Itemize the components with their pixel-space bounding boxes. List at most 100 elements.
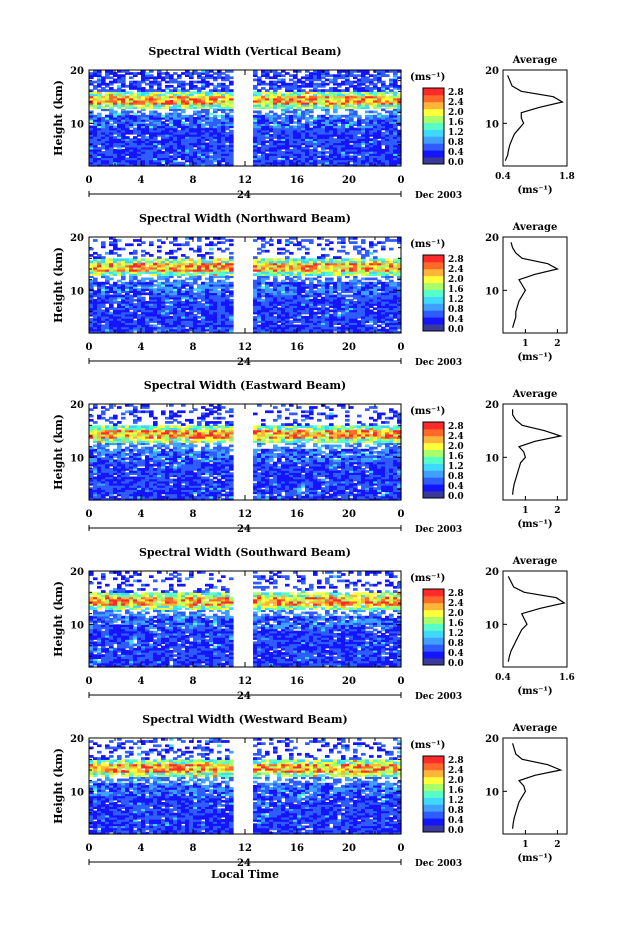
- heatmap-cell: [197, 148, 202, 152]
- heatmap-cell: [261, 114, 266, 118]
- heatmap-cell: [281, 97, 286, 101]
- heatmap-cell: [225, 104, 230, 107]
- heatmap-cell: [125, 144, 130, 148]
- heatmap-cell: [125, 95, 130, 99]
- heatmap-cell: [357, 140, 362, 144]
- heatmap-cell: [113, 95, 118, 99]
- heatmap-cell: [389, 84, 394, 88]
- heatmap-cell: [89, 161, 94, 165]
- heatmap-cell: [117, 114, 122, 118]
- heatmap-cell: [341, 281, 346, 285]
- heatmap-cell: [205, 163, 210, 167]
- heatmap-cell: [269, 134, 274, 137]
- heatmap-cell: [353, 146, 358, 150]
- heatmap-cell: [285, 102, 290, 105]
- heatmap-cell: [397, 153, 402, 156]
- heatmap-cell: [201, 155, 206, 159]
- heatmap-cell: [205, 161, 210, 165]
- heatmap-cell: [141, 108, 146, 112]
- heatmap-cell: [153, 288, 158, 291]
- heatmap-cell: [169, 281, 174, 285]
- heatmap-cell: [389, 159, 394, 163]
- heatmap-cell: [193, 159, 198, 163]
- heatmap-cell: [285, 127, 290, 131]
- heatmap-cell: [377, 144, 382, 148]
- heatmap-cell: [93, 138, 98, 141]
- heatmap-cell: [269, 97, 274, 101]
- heatmap-cell: [153, 144, 158, 148]
- heatmap-cell: [137, 279, 142, 283]
- heatmap-cell: [169, 99, 174, 103]
- heatmap-cell: [221, 97, 226, 101]
- heatmap-cell: [301, 157, 306, 161]
- heatmap-cell: [285, 136, 290, 139]
- heatmap-cell: [345, 106, 350, 109]
- heatmap-cell: [165, 151, 170, 154]
- heatmap-cell: [361, 102, 366, 105]
- heatmap-cell: [313, 104, 318, 107]
- heatmap-cell: [89, 318, 94, 321]
- heatmap-cell: [101, 121, 106, 124]
- heatmap-cell: [105, 275, 110, 279]
- heatmap-cell: [393, 320, 398, 323]
- heatmap-cell: [273, 97, 278, 101]
- heatmap-cell: [309, 95, 314, 99]
- heatmap-cell: [205, 148, 210, 152]
- heatmap-cell: [257, 76, 262, 80]
- heatmap-cell: [261, 131, 266, 135]
- heatmap-cell: [349, 114, 354, 118]
- heatmap-cell: [309, 84, 314, 88]
- heatmap-cell: [309, 144, 314, 148]
- heatmap-cell: [117, 123, 122, 127]
- heatmap-cell: [365, 123, 370, 127]
- heatmap-cell: [297, 131, 302, 135]
- heatmap-cell: [217, 142, 222, 146]
- heatmap-cell: [329, 142, 334, 146]
- heatmap-cell: [313, 142, 318, 146]
- heatmap-cell: [337, 93, 342, 97]
- heatmap-cell: [277, 78, 282, 82]
- heatmap-cell: [393, 93, 398, 97]
- heatmap-cell: [301, 95, 306, 99]
- heatmap-cell: [393, 123, 398, 127]
- heatmap-cell: [353, 123, 358, 127]
- heatmap-cell: [277, 91, 282, 95]
- heatmap-cell: [97, 129, 102, 133]
- heatmap-cell: [321, 91, 326, 95]
- heatmap-cell: [229, 144, 234, 148]
- heatmap-cell: [273, 134, 278, 137]
- heatmap-cell: [145, 153, 150, 156]
- heatmap-cell: [217, 91, 222, 95]
- heatmap-cell: [185, 93, 190, 97]
- heatmap-cell: [313, 163, 318, 167]
- heatmap-cell: [389, 138, 394, 141]
- heatmap-cell: [293, 153, 298, 156]
- heatmap-cell: [345, 87, 350, 90]
- heatmap-cell: [109, 108, 114, 112]
- heatmap-cell: [221, 91, 226, 95]
- heatmap-cell: [269, 121, 274, 124]
- heatmap-cell: [305, 125, 310, 129]
- heatmap-cell: [349, 140, 354, 144]
- heatmap-cell: [265, 127, 270, 131]
- heatmap-cell: [169, 146, 174, 150]
- heatmap-cell: [317, 153, 322, 156]
- heatmap-cell: [333, 163, 338, 167]
- heatmap-cell: [189, 76, 194, 80]
- heatmap-cell: [333, 144, 338, 148]
- heatmap-cell: [329, 123, 334, 127]
- heatmap-cell: [333, 97, 338, 101]
- heatmap-cell: [133, 84, 138, 88]
- heatmap-cell: [125, 114, 130, 118]
- heatmap-cell: [377, 93, 382, 97]
- heatmap-cell: [157, 121, 162, 124]
- heatmap-cell: [261, 95, 266, 99]
- heatmap-cell: [205, 99, 210, 103]
- heatmap-cell: [177, 125, 182, 129]
- heatmap-cell: [149, 74, 154, 77]
- heatmap-cell: [221, 87, 226, 90]
- heatmap-cell: [325, 163, 330, 167]
- heatmap-cell: [369, 155, 374, 159]
- heatmap-cell: [305, 112, 310, 116]
- heatmap-cell: [257, 110, 262, 114]
